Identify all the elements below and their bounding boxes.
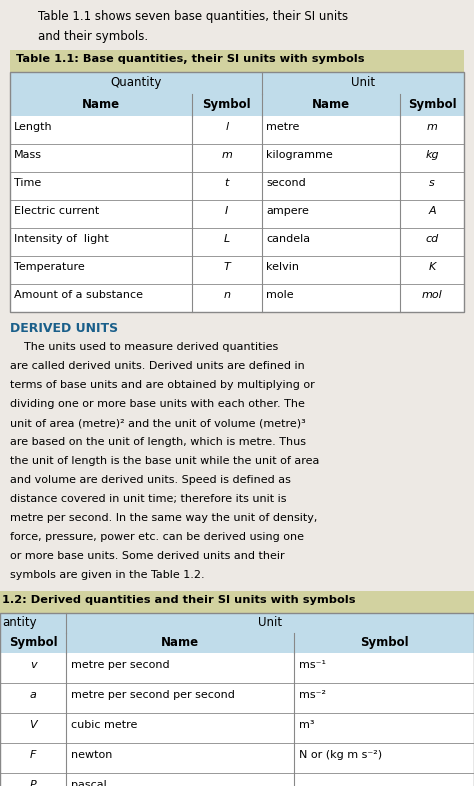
- Text: ms⁻¹: ms⁻¹: [299, 660, 326, 670]
- Text: P: P: [30, 780, 36, 786]
- Text: ampere: ampere: [266, 206, 309, 216]
- Text: pascal: pascal: [72, 780, 107, 786]
- Text: cubic metre: cubic metre: [72, 720, 138, 730]
- Bar: [10, 144, 464, 172]
- Text: are called derived units. Derived units are defined in: are called derived units. Derived units …: [10, 361, 305, 371]
- Text: ms⁻²: ms⁻²: [299, 690, 326, 700]
- Text: dividing one or more base units with each other. The: dividing one or more base units with eac…: [10, 399, 305, 409]
- Text: terms of base units and are obtained by multiplying or: terms of base units and are obtained by …: [10, 380, 315, 390]
- Text: L: L: [224, 234, 230, 244]
- Text: Symbol: Symbol: [408, 98, 456, 111]
- Text: Mass: Mass: [14, 150, 42, 160]
- Text: and volume are derived units. Speed is defined as: and volume are derived units. Speed is d…: [10, 475, 291, 485]
- Text: metre per second. In the same way the unit of density,: metre per second. In the same way the un…: [10, 513, 318, 523]
- Text: m³: m³: [299, 720, 314, 730]
- Bar: [0, 773, 474, 786]
- Text: the unit of length is the base unit while the unit of area: the unit of length is the base unit whil…: [10, 456, 319, 466]
- Bar: [10, 50, 464, 72]
- Text: DERIVED UNITS: DERIVED UNITS: [10, 322, 118, 335]
- Text: Name: Name: [312, 98, 350, 111]
- Text: Intensity of  light: Intensity of light: [14, 234, 109, 244]
- Text: are based on the unit of length, which is metre. Thus: are based on the unit of length, which i…: [10, 437, 306, 447]
- Text: candela: candela: [266, 234, 310, 244]
- Text: metre: metre: [266, 122, 300, 132]
- Text: Temperature: Temperature: [14, 262, 85, 272]
- Bar: [0, 591, 474, 613]
- Text: F: F: [30, 750, 36, 760]
- Text: antity: antity: [2, 616, 36, 629]
- Text: Name: Name: [161, 636, 199, 649]
- Text: s: s: [429, 178, 435, 188]
- Text: Table 1.1 shows seven base quantities, their SI units: Table 1.1 shows seven base quantities, t…: [38, 10, 348, 23]
- Text: Unit: Unit: [258, 616, 282, 629]
- Text: Time: Time: [14, 178, 41, 188]
- Text: Amount of a substance: Amount of a substance: [14, 290, 143, 300]
- Text: Symbol: Symbol: [202, 98, 251, 111]
- Text: cd: cd: [426, 234, 439, 244]
- Text: kilogramme: kilogramme: [266, 150, 333, 160]
- Text: V: V: [29, 720, 37, 730]
- Text: newton: newton: [72, 750, 113, 760]
- Text: kelvin: kelvin: [266, 262, 299, 272]
- Text: distance covered in unit time; therefore its unit is: distance covered in unit time; therefore…: [10, 494, 286, 504]
- Bar: [0, 613, 474, 633]
- Text: t: t: [225, 178, 229, 188]
- Text: kg: kg: [425, 150, 439, 160]
- Text: Length: Length: [14, 122, 53, 132]
- Bar: [0, 633, 474, 653]
- Text: or more base units. Some derived units and their: or more base units. Some derived units a…: [10, 551, 284, 561]
- Bar: [10, 116, 464, 144]
- Bar: [10, 72, 464, 94]
- Bar: [10, 94, 464, 116]
- Text: and their symbols.: and their symbols.: [38, 30, 148, 43]
- Text: Name: Name: [82, 98, 120, 111]
- Text: Symbol: Symbol: [9, 636, 57, 649]
- Text: force, pressure, power etc. can be derived using one: force, pressure, power etc. can be deriv…: [10, 532, 304, 542]
- Text: n: n: [223, 290, 230, 300]
- Bar: [10, 172, 464, 200]
- Text: I: I: [225, 206, 228, 216]
- Bar: [10, 72, 464, 312]
- Text: second: second: [266, 178, 306, 188]
- Text: mol: mol: [422, 290, 443, 300]
- Text: K: K: [428, 262, 436, 272]
- Text: Symbol: Symbol: [360, 636, 408, 649]
- Text: Quantity: Quantity: [110, 76, 162, 89]
- Text: N or (kg m s⁻²): N or (kg m s⁻²): [299, 750, 382, 760]
- Bar: [10, 200, 464, 228]
- Text: The units used to measure derived quantities: The units used to measure derived quanti…: [10, 342, 278, 352]
- Bar: [0, 683, 474, 713]
- Text: m: m: [221, 150, 232, 160]
- Text: metre per second: metre per second: [72, 660, 170, 670]
- Text: Electric current: Electric current: [14, 206, 99, 216]
- Bar: [10, 256, 464, 284]
- Text: v: v: [30, 660, 36, 670]
- Text: T: T: [223, 262, 230, 272]
- Bar: [10, 284, 464, 312]
- Text: metre per second per second: metre per second per second: [72, 690, 235, 700]
- Text: A: A: [428, 206, 436, 216]
- Bar: [0, 713, 474, 743]
- Bar: [10, 228, 464, 256]
- Bar: [0, 743, 474, 773]
- Text: Unit: Unit: [351, 76, 375, 89]
- Bar: [0, 613, 474, 786]
- Bar: [0, 653, 474, 683]
- Text: l: l: [225, 122, 228, 132]
- Text: 1.2: Derived quantities and their SI units with symbols: 1.2: Derived quantities and their SI uni…: [2, 595, 356, 605]
- Text: unit of area (metre)² and the unit of volume (metre)³: unit of area (metre)² and the unit of vo…: [10, 418, 306, 428]
- Text: Table 1.1: Base quantities, their SI units with symbols: Table 1.1: Base quantities, their SI uni…: [16, 54, 365, 64]
- Text: symbols are given in the Table 1.2.: symbols are given in the Table 1.2.: [10, 570, 205, 580]
- Text: mole: mole: [266, 290, 293, 300]
- Text: m: m: [427, 122, 438, 132]
- Text: a: a: [30, 690, 36, 700]
